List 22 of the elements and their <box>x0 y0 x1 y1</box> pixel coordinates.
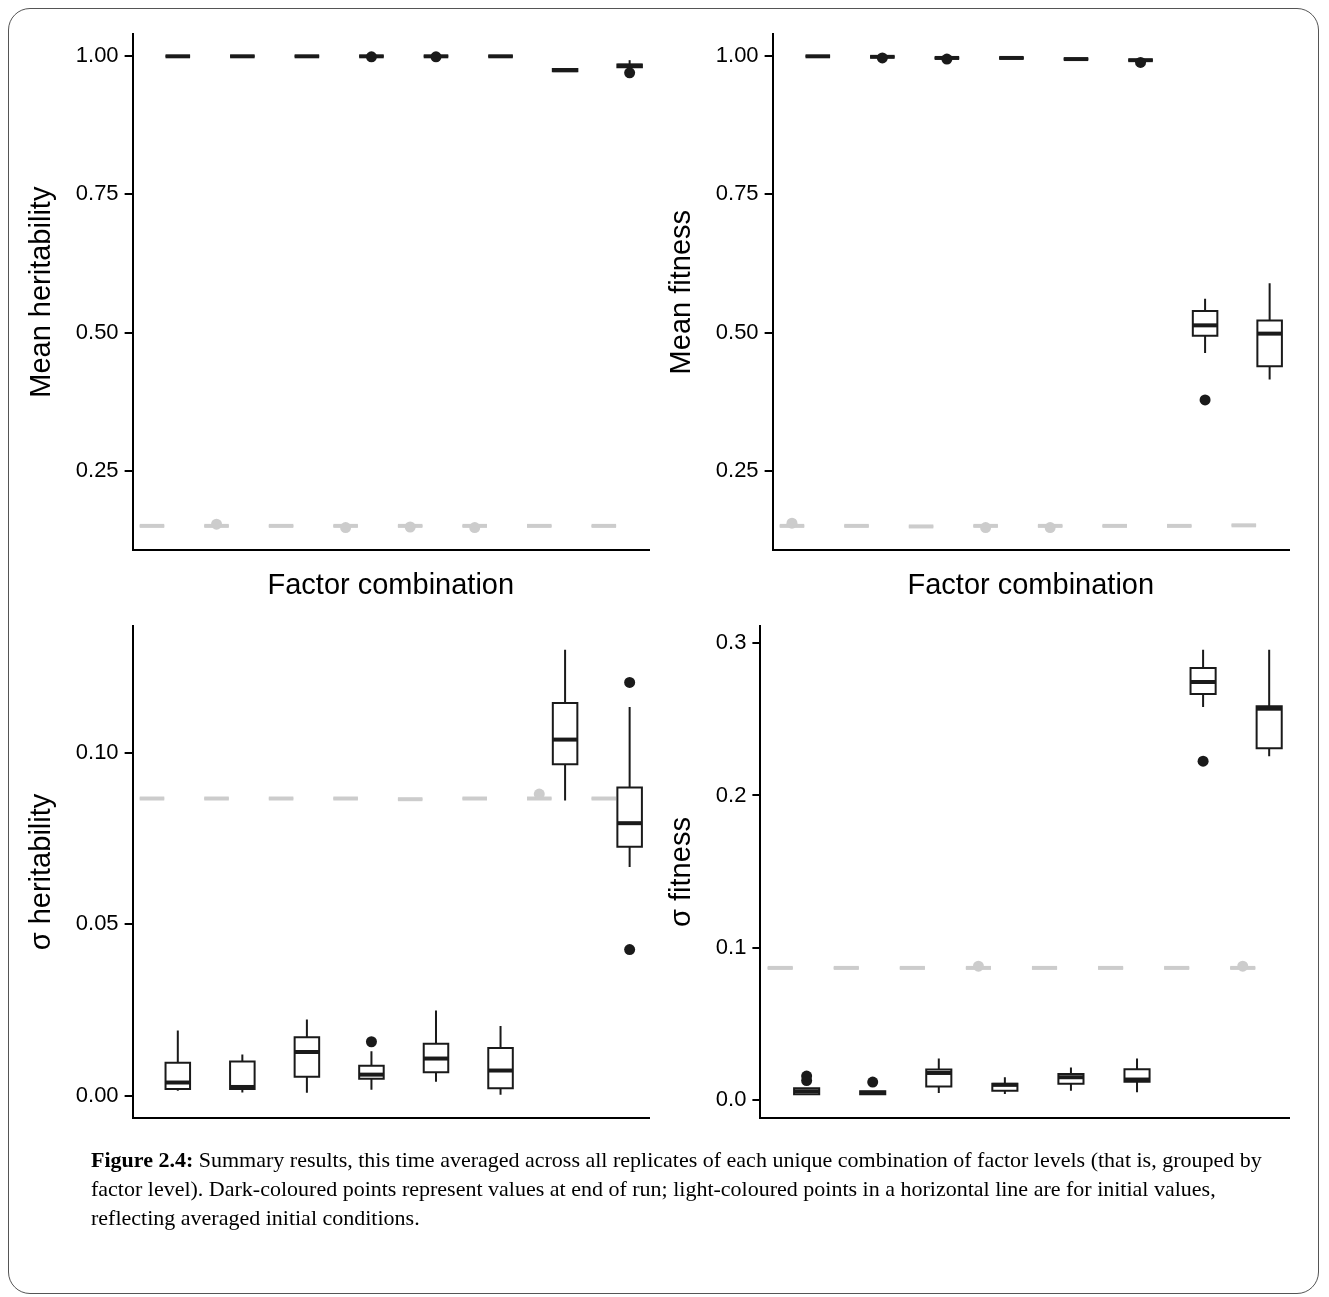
x-axis-title: Factor combination <box>907 567 1155 600</box>
y-tick-label: 0.00 <box>75 1081 119 1107</box>
y-tick-label: 0.3 <box>715 629 747 655</box>
y-tick-label: 0.50 <box>75 318 119 344</box>
y-axis-title: σ fitness <box>664 817 697 927</box>
x-axis-title: Factor combination <box>267 567 515 600</box>
y-tick-label: 0.0 <box>715 1086 747 1112</box>
y-tick-label: 0.05 <box>75 910 119 936</box>
y-tick-label: 0.75 <box>715 180 759 206</box>
caption: Figure 2.4: Summary results, this time averaged across all replicates of each unique combination of factor levels (that is, grouped by factor level). Dark-coloured points represent values at end of run; light-coloured points in a horizontal line are for initial values, reflecting averaged initial conditions. <box>91 1147 1262 1230</box>
y-tick-label: 0.25 <box>75 456 119 482</box>
y-axis-title: Mean fitness <box>664 209 697 375</box>
y-axis-title: σ heritability <box>24 793 57 951</box>
y-tick-label: 1.00 <box>715 42 759 68</box>
y-tick-label: 0.25 <box>715 456 759 482</box>
y-tick-label: 0.1 <box>715 934 747 959</box>
y-tick-label: 0.50 <box>715 318 759 344</box>
y-tick-label: 1.00 <box>75 42 119 68</box>
y-tick-label: 0.75 <box>75 180 119 206</box>
y-axis-title: Mean heritability <box>24 186 57 398</box>
y-tick-label: 0.2 <box>715 781 747 807</box>
y-tick-label: 0.10 <box>75 739 119 765</box>
